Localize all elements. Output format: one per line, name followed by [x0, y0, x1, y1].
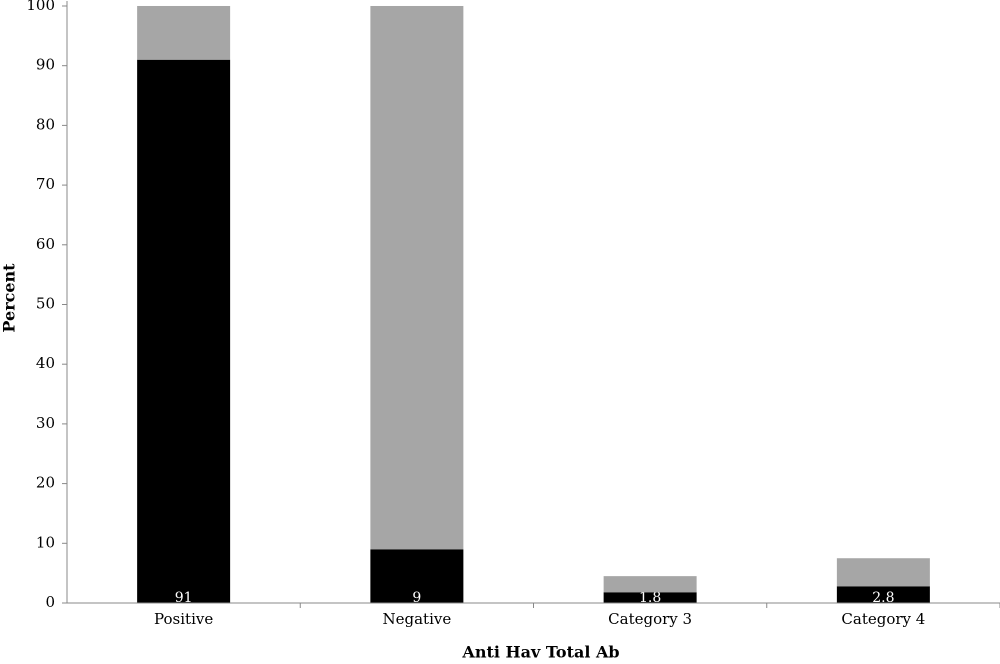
value-label: 2.8 — [872, 590, 894, 606]
x-tick-label: Positive — [154, 610, 213, 628]
x-tick-label: Category 3 — [608, 610, 692, 628]
y-tick-label: 20 — [36, 474, 55, 492]
y-tick-label: 80 — [36, 115, 55, 133]
y-tick-label: 90 — [36, 56, 55, 74]
y-tick-label: 10 — [36, 533, 55, 551]
y-axis-title: Percent — [0, 263, 19, 333]
y-tick-label: 100 — [26, 0, 55, 14]
bar-segment — [836, 586, 930, 603]
bar-segment — [137, 5, 231, 60]
x-tick-label: Negative — [383, 610, 452, 628]
bar-segment — [603, 592, 697, 603]
y-tick-label: 50 — [36, 294, 55, 312]
bar-segment — [370, 5, 464, 550]
bar-segment — [370, 549, 464, 603]
x-tick-label: Category 4 — [841, 610, 925, 628]
y-tick-label: 40 — [36, 354, 55, 372]
value-label: 1.8 — [639, 590, 661, 606]
bar-segment — [137, 59, 231, 603]
value-label: 91 — [175, 590, 193, 606]
bar-segment — [603, 576, 697, 593]
value-label: 9 — [412, 590, 421, 606]
bar-segment — [836, 558, 930, 587]
y-tick-label: 30 — [36, 414, 55, 432]
y-tick-label: 0 — [45, 593, 55, 611]
y-tick-label: 70 — [36, 175, 55, 193]
y-tick-label: 60 — [36, 235, 55, 253]
x-axis-title: Anti Hav Total Ab — [461, 643, 619, 662]
